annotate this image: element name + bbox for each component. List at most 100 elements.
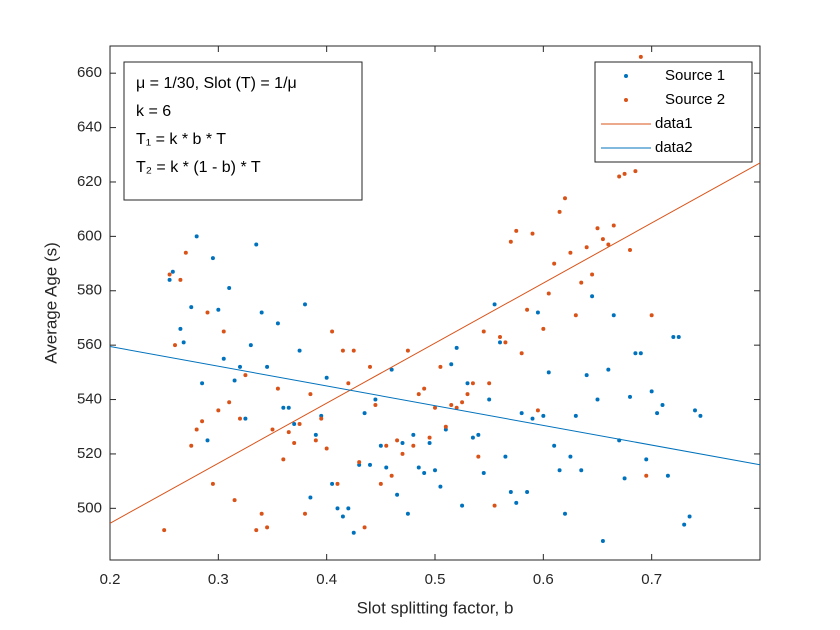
point [368, 462, 372, 467]
point [259, 511, 264, 516]
y-tick-label: 520 [77, 445, 102, 462]
point [173, 343, 177, 348]
point [216, 307, 221, 312]
point [606, 367, 611, 372]
point [254, 242, 259, 247]
x-tick-label: 0.6 [533, 571, 554, 588]
point [200, 419, 205, 424]
annotation-line: μ = 1/30, Slot (T) = 1/μ [136, 75, 297, 92]
point [162, 528, 167, 533]
point [514, 500, 519, 505]
point [470, 435, 475, 440]
point [167, 272, 172, 277]
point [400, 441, 405, 446]
point [563, 511, 567, 516]
x-tick-label: 0.7 [641, 571, 662, 588]
point [297, 422, 302, 427]
point [378, 443, 383, 448]
point [194, 427, 199, 432]
point [210, 256, 215, 261]
y-tick-label: 620 [77, 173, 102, 190]
point [416, 465, 421, 470]
point [189, 305, 194, 310]
point [389, 367, 394, 372]
point [292, 441, 297, 446]
point [210, 481, 215, 486]
point [573, 413, 578, 418]
point [205, 310, 210, 315]
legend-label: Source 2 [665, 91, 725, 108]
legend-label: data1 [655, 115, 693, 132]
point [525, 490, 530, 495]
point [611, 313, 616, 318]
point [514, 228, 519, 233]
point [546, 291, 551, 296]
point [649, 313, 654, 318]
point [633, 169, 638, 174]
point [395, 492, 400, 497]
point [254, 528, 259, 533]
point [384, 443, 389, 448]
point [238, 364, 242, 369]
point [438, 484, 443, 489]
point [243, 416, 248, 421]
point [443, 424, 448, 429]
point [535, 408, 540, 413]
point [178, 277, 183, 282]
point [617, 174, 622, 179]
point [400, 451, 405, 456]
point [340, 348, 345, 353]
point [682, 522, 687, 527]
x-axis-label: Slot splitting factor, b [357, 598, 514, 617]
point [638, 351, 643, 356]
legend-box [594, 61, 753, 163]
point [525, 307, 530, 312]
point [378, 481, 383, 486]
y-tick-label: 500 [77, 499, 102, 516]
point [595, 226, 600, 231]
point [476, 454, 481, 459]
point [530, 231, 535, 236]
point [454, 405, 459, 410]
y-tick-label: 600 [77, 227, 102, 244]
legend-label: data2 [655, 139, 693, 156]
point [384, 465, 389, 470]
point [487, 381, 492, 386]
point [389, 473, 394, 478]
point [449, 362, 454, 367]
point [503, 454, 508, 459]
point [308, 495, 313, 500]
legend-label: Source 1 [665, 67, 725, 84]
point [644, 457, 649, 462]
point [541, 413, 546, 418]
point [346, 381, 351, 386]
point [416, 392, 421, 397]
point [433, 468, 437, 473]
point [449, 402, 454, 407]
x-tick-label: 0.4 [316, 571, 337, 588]
point [286, 405, 291, 410]
point [465, 381, 470, 386]
y-tick-label: 660 [77, 64, 102, 81]
point [671, 334, 676, 339]
point [628, 394, 632, 399]
point [362, 525, 367, 530]
point [170, 269, 175, 274]
point [568, 454, 573, 459]
point [600, 538, 605, 543]
point [427, 435, 432, 440]
point [265, 525, 270, 530]
point [552, 443, 557, 448]
point [167, 277, 172, 282]
point [622, 171, 627, 176]
point [492, 302, 497, 307]
point [541, 326, 546, 331]
annotation-line: T₂ = k * (1 - b) * T [136, 159, 261, 176]
point [519, 351, 524, 356]
point [628, 247, 632, 252]
point [232, 378, 237, 383]
point [644, 473, 649, 478]
point [313, 432, 318, 437]
point [319, 416, 324, 421]
point [227, 400, 232, 405]
